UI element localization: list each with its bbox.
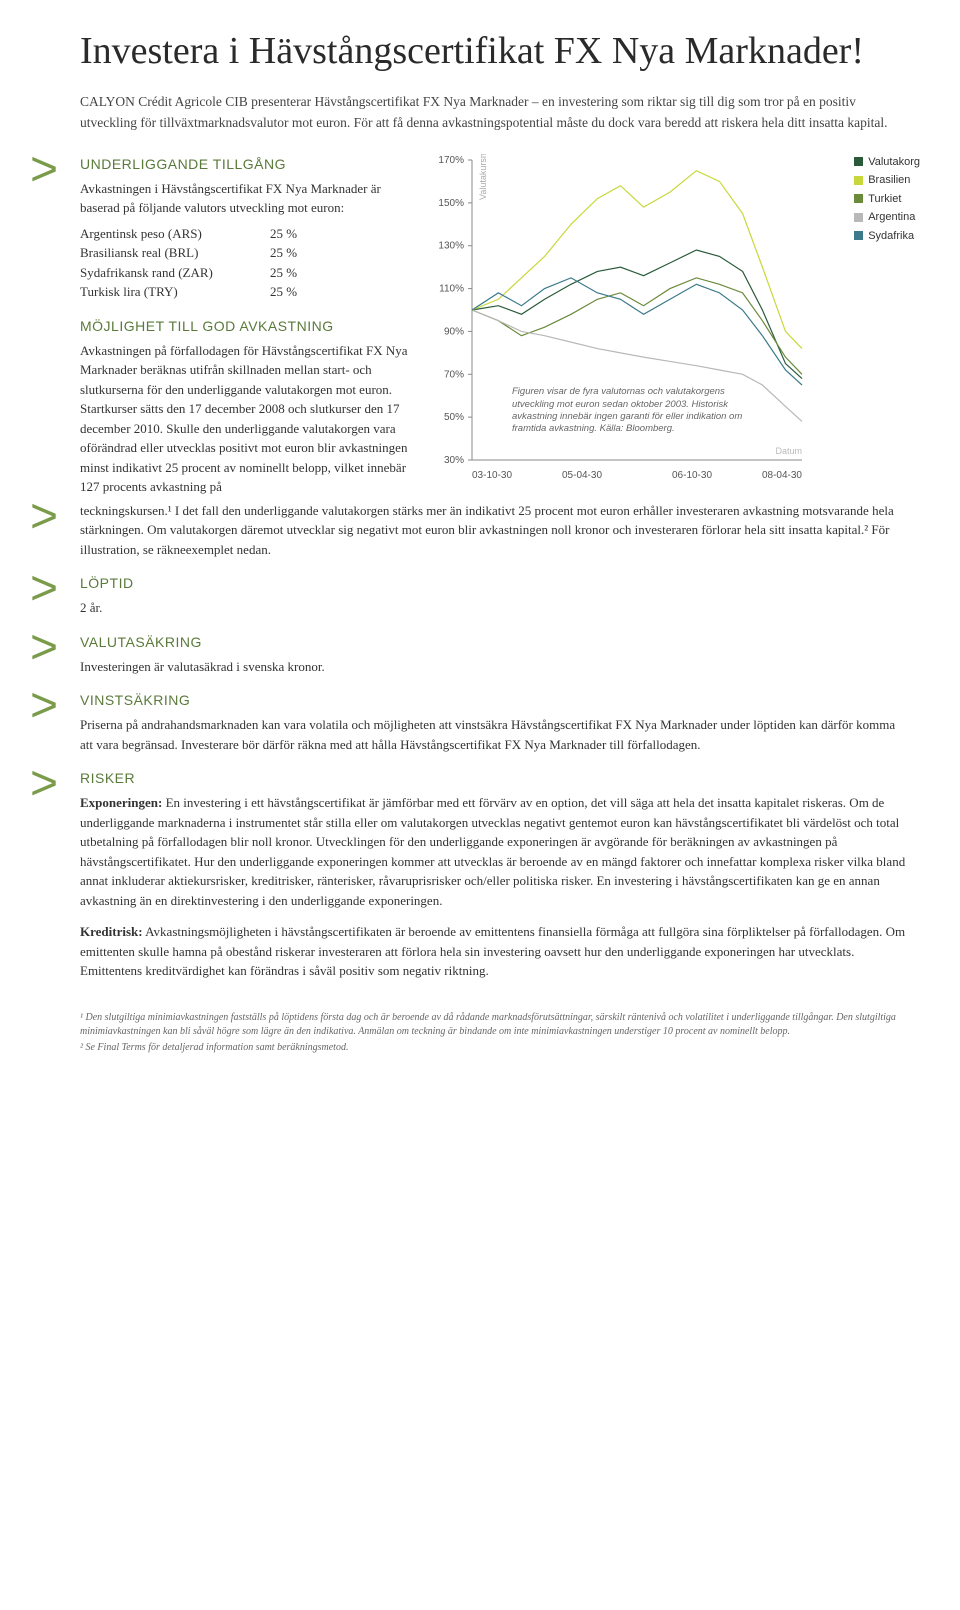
svg-text:70%: 70% [444, 369, 464, 380]
risk-exposure: Exponeringen: En investering i ett hävst… [80, 793, 910, 910]
svg-text:130%: 130% [438, 240, 464, 251]
currency-pct: 25 % [270, 282, 297, 302]
currency-pct: 25 % [270, 263, 297, 283]
credit-text: Avkastningsmöjligheten i hävstångscertif… [80, 924, 905, 978]
svg-text:06-10-30: 06-10-30 [672, 470, 712, 481]
svg-text:170%: 170% [438, 155, 464, 166]
chart-legend: ValutakorgBrasilien TurkietArgentina Sydaf… [854, 154, 920, 247]
footnotes: ¹ Den slutgiltiga minimiavkastningen fas… [80, 1011, 910, 1055]
section-title-duration: LÖPTID [80, 573, 910, 594]
return-text-left: Avkastningen på förfallodagen för Hävstå… [80, 341, 410, 497]
fxhedge-text: Investeringen är valutasäkrad i svenska … [80, 657, 910, 677]
svg-text:08-04-30: 08-04-30 [762, 470, 802, 481]
section-arrow-icon: > [30, 632, 80, 663]
legend-label: Turkiet [868, 191, 901, 208]
svg-text:150%: 150% [438, 197, 464, 208]
section-arrow-icon: > [30, 154, 80, 185]
legend-swatch [854, 231, 863, 240]
currency-pct: 25 % [270, 224, 297, 244]
legend-label: Argentina [868, 209, 915, 226]
svg-text:03-10-30: 03-10-30 [472, 470, 512, 481]
legend-swatch [854, 176, 863, 185]
legend-label: Brasilien [868, 172, 910, 189]
currency-table: Argentinsk peso (ARS) 25 % Brasiliansk r… [80, 224, 410, 302]
svg-text:30%: 30% [444, 455, 464, 466]
table-row: Turkisk lira (TRY) 25 % [80, 282, 410, 302]
legend-label: Sydafrika [868, 228, 914, 245]
legend-swatch [854, 194, 863, 203]
section-arrow-icon: > [30, 573, 80, 604]
table-row: Brasiliansk real (BRL) 25 % [80, 243, 410, 263]
exposure-text: En investering i ett hävstångscertifikat… [80, 795, 905, 908]
legend-item: Valutakorg [854, 154, 920, 171]
section-title-risks: RISKER [80, 768, 910, 789]
footnote-1: ¹ Den slutgiltiga minimiavkastningen fas… [80, 1011, 910, 1039]
svg-text:Datum: Datum [775, 446, 802, 456]
legend-item: Argentina [854, 209, 920, 226]
footnote-2: ² Se Final Terms för detaljerad informat… [80, 1041, 910, 1055]
section-title-profitlock: VINSTSÄKRING [80, 690, 910, 711]
svg-text:50%: 50% [444, 412, 464, 423]
duration-text: 2 år. [80, 598, 910, 618]
currency-name: Turkisk lira (TRY) [80, 282, 270, 302]
svg-text:90%: 90% [444, 326, 464, 337]
section-title-return: MÖJLIGHET TILL GOD AVKASTNING [80, 316, 410, 337]
underlying-text: Avkastningen i Hävstångscertifikat FX Ny… [80, 179, 410, 218]
section-arrow-icon: > [30, 690, 80, 721]
legend-label: Valutakorg [868, 154, 920, 171]
profitlock-text: Priserna på andrahandsmarknaden kan vara… [80, 715, 910, 754]
credit-label: Kreditrisk: [80, 924, 143, 939]
section-arrow-icon: > [30, 501, 80, 532]
legend-item: Brasilien [854, 172, 920, 189]
legend-swatch [854, 157, 863, 166]
currency-name: Brasiliansk real (BRL) [80, 243, 270, 263]
exposure-label: Exponeringen: [80, 795, 162, 810]
legend-item: Turkiet [854, 191, 920, 208]
currency-name: Argentinsk peso (ARS) [80, 224, 270, 244]
svg-text:05-04-30: 05-04-30 [562, 470, 602, 481]
intro-paragraph: CALYON Crédit Agricole CIB presenterar H… [80, 92, 910, 134]
currency-name: Sydafrikansk rand (ZAR) [80, 263, 270, 283]
page-title: Investera i Hävstångscertifikat FX Nya M… [80, 30, 910, 74]
risk-credit: Kreditrisk: Avkastningsmöjligheten i häv… [80, 922, 910, 981]
svg-text:Valutakursnivå: Valutakursnivå [478, 154, 488, 200]
section-arrow-icon: > [30, 768, 80, 799]
return-text-full: teckningskursen.¹ I det fall den underli… [80, 501, 910, 560]
section-title-underlying: UNDERLIGGANDE TILLGÅNG [80, 154, 410, 175]
legend-swatch [854, 213, 863, 222]
svg-text:110%: 110% [439, 283, 464, 294]
table-row: Argentinsk peso (ARS) 25 % [80, 224, 410, 244]
chart-caption: Figuren visar de fyra valutornas och val… [512, 386, 752, 435]
table-row: Sydafrikansk rand (ZAR) 25 % [80, 263, 410, 283]
legend-item: Sydafrika [854, 228, 920, 245]
section-title-fxhedge: VALUTASÄKRING [80, 632, 910, 653]
currency-pct: 25 % [270, 243, 297, 263]
currency-chart: 30% 50% 70% 90% 110% 130% 150% 170% Valutakursni… [430, 154, 830, 484]
